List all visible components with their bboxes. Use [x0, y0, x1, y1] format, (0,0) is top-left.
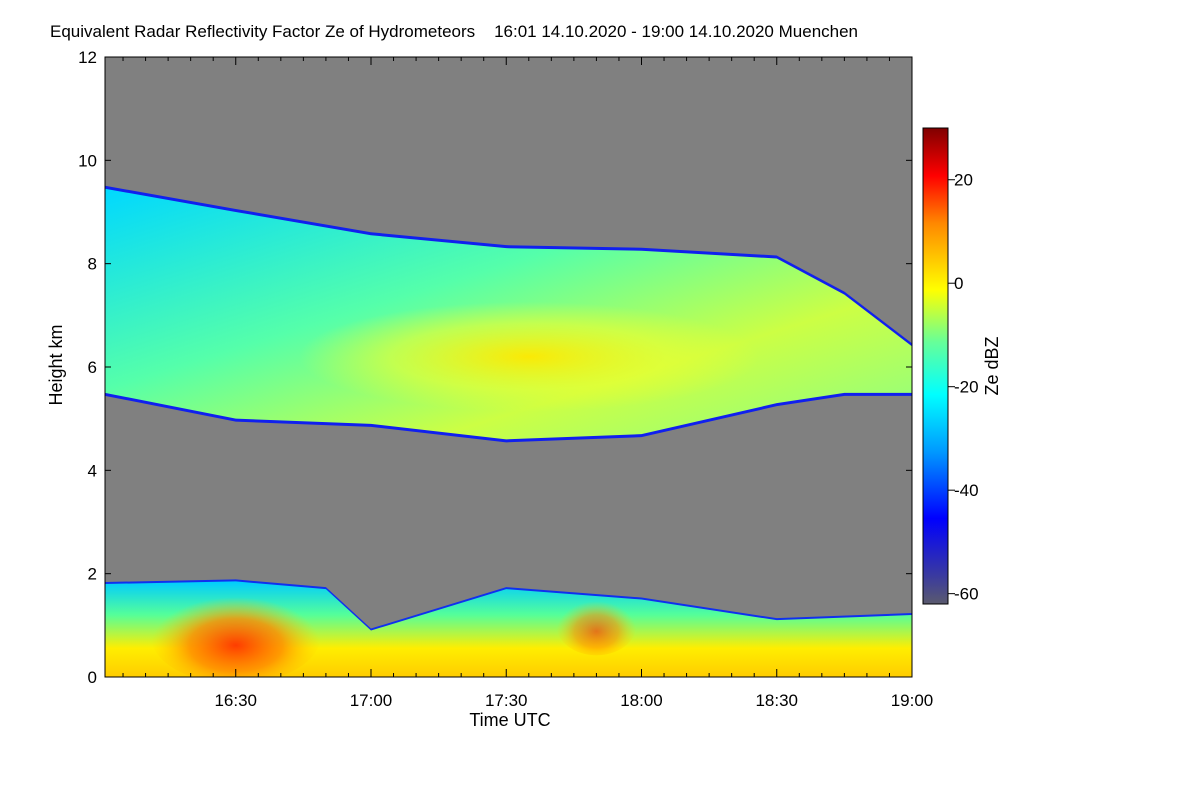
y-tick-label: 12: [78, 48, 97, 67]
y-tick-label: 4: [88, 461, 97, 480]
precipitation-core: [150, 587, 321, 677]
colorbar: [922, 127, 949, 605]
title-text: Equivalent Radar Reflectivity Factor Ze …: [50, 22, 476, 41]
x-tick-label: 19:00: [891, 691, 934, 710]
colorbar-ticks: -60 -40 -20 0 20: [948, 171, 979, 604]
x-axis: 16:30 17:00 17:30 18:00 18:30 19:00: [122, 57, 934, 710]
x-tick-label: 16:30: [214, 691, 257, 710]
y-tick-label: 0: [88, 668, 97, 687]
x-tick-label: 18:00: [620, 691, 663, 710]
ice-cloud-core: [298, 301, 759, 412]
x-tick-label: 17:00: [350, 691, 393, 710]
y-tick-label: 8: [88, 255, 97, 274]
colorbar-tick-label: -20: [954, 378, 979, 397]
colorbar-tick-label: 0: [954, 274, 963, 293]
colorbar-tick-label: 20: [954, 171, 973, 190]
data-layers: [105, 185, 912, 677]
y-tick-label: 6: [88, 358, 97, 377]
y-axis-label: Height km: [46, 324, 66, 405]
y-tick-label: 2: [88, 565, 97, 584]
y-tick-label: 10: [78, 151, 97, 170]
x-tick-label: 17:30: [485, 691, 528, 710]
title-period: 16:01 14.10.2020 - 19:00 14.10.2020: [494, 22, 774, 41]
precipitation-core-2: [556, 595, 637, 656]
colorbar-tick-label: -60: [954, 585, 979, 604]
x-axis-label: Time UTC: [469, 710, 550, 730]
chart-title: Equivalent Radar Reflectivity Factor Ze …: [50, 22, 858, 42]
colorbar-label: Ze dBZ: [982, 336, 1002, 395]
title-site: Muenchen: [778, 22, 859, 41]
y-axis: 0 2 4 6 8 10 12: [78, 48, 912, 687]
x-tick-label: 18:30: [755, 691, 798, 710]
colorbar-tick-label: -40: [954, 481, 979, 500]
